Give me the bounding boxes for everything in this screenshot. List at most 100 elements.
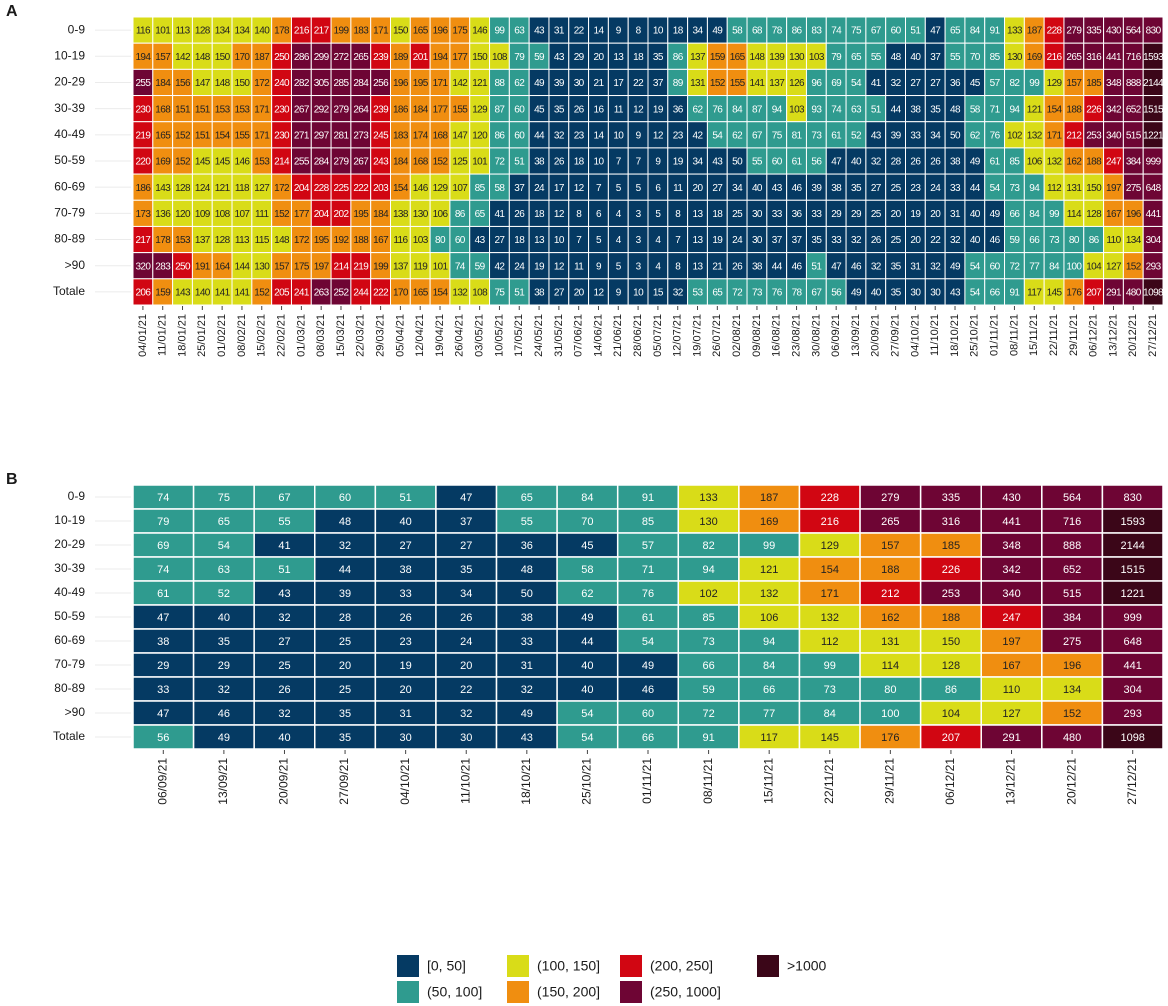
cell-label: 91 — [642, 492, 654, 504]
x-tick-label: 15/02/21 — [256, 314, 268, 357]
cell-label: 86 — [455, 209, 466, 220]
cell-label: 60 — [891, 26, 902, 37]
y-tick-label: >90 — [65, 705, 86, 719]
cell-label: 66 — [1009, 209, 1020, 220]
heat-cell — [374, 724, 437, 750]
cell-label: 134 — [234, 26, 250, 37]
cell-label: 23 — [574, 130, 585, 141]
x-tick-label: 17/05/21 — [513, 314, 525, 357]
cell-label: 10 — [554, 235, 565, 246]
cell-label: 217 — [314, 26, 330, 37]
cell-label: 46 — [792, 261, 803, 272]
cell-label: 27 — [494, 235, 505, 246]
cell-label: 27 — [871, 183, 882, 194]
cell-label: 30 — [752, 235, 763, 246]
cell-label: 101 — [472, 157, 488, 168]
cell-label: 34 — [732, 183, 743, 194]
cell-label: 19 — [400, 660, 412, 672]
cell-label: 102 — [1007, 130, 1023, 141]
heat-cell — [859, 532, 922, 558]
cell-label: 8 — [675, 209, 681, 220]
cell-label: 140 — [254, 26, 270, 37]
cell-label: 120 — [472, 130, 488, 141]
cell-label: 25 — [871, 209, 882, 220]
cell-label: 515 — [1063, 588, 1081, 600]
cell-label: 52 — [851, 130, 862, 141]
cell-label: 18 — [514, 235, 525, 246]
cell-label: 106 — [433, 209, 449, 220]
x-tick-label: 29/11/21 — [883, 758, 897, 804]
cell-label: 121 — [1027, 104, 1043, 115]
cell-label: 217 — [135, 235, 151, 246]
cell-label: 999 — [1146, 157, 1162, 168]
cell-label: 19 — [910, 209, 921, 220]
cell-label: 8 — [636, 26, 642, 37]
cell-label: 121 — [215, 183, 231, 194]
cell-label: 2144 — [1143, 78, 1164, 89]
heat-cell — [980, 484, 1043, 510]
cell-label: 38 — [950, 157, 961, 168]
cell-label: 35 — [554, 104, 565, 115]
heat-cell — [980, 700, 1043, 726]
cell-label: 282 — [294, 78, 310, 89]
heat-cell — [253, 604, 316, 630]
cell-label: 157 — [1066, 78, 1082, 89]
cell-label: 6 — [596, 209, 602, 220]
cell-label: 130 — [413, 209, 429, 220]
y-tick-label: 30-39 — [54, 561, 85, 575]
cell-label: 49 — [851, 288, 862, 299]
cell-label: 320 — [135, 261, 151, 272]
cell-label: 430 — [1002, 492, 1020, 504]
cell-label: 171 — [254, 104, 270, 115]
heat-cell — [738, 724, 801, 750]
cell-label: 716 — [1126, 52, 1142, 63]
cell-label: 33 — [521, 636, 533, 648]
cell-label: 197 — [314, 261, 330, 272]
cell-label: 75 — [218, 492, 230, 504]
cell-label: 58 — [970, 104, 981, 115]
panel-label: A — [6, 3, 18, 20]
heat-cell — [1142, 278, 1164, 306]
x-tick-label: 04/10/21 — [909, 314, 921, 357]
cell-label: 42 — [693, 130, 704, 141]
y-tick-label: 20-29 — [54, 75, 85, 89]
cell-label: 173 — [135, 209, 151, 220]
cell-label: 108 — [472, 288, 488, 299]
cell-label: 24 — [514, 261, 525, 272]
cell-label: 652 — [1063, 564, 1081, 576]
heat-cell — [314, 676, 377, 702]
cell-label: 80 — [435, 235, 446, 246]
cell-label: 18 — [673, 26, 684, 37]
cell-label: 37 — [772, 235, 783, 246]
legend-label: (150, 200] — [537, 984, 600, 1000]
cell-label: 441 — [1002, 516, 1020, 528]
cell-label: 168 — [433, 130, 449, 141]
heat-cell — [556, 556, 619, 582]
cell-label: 93 — [811, 104, 822, 115]
cell-label: 192 — [334, 235, 350, 246]
cell-label: 137 — [195, 235, 211, 246]
cell-label: 131 — [1066, 183, 1082, 194]
cell-label: 167 — [373, 235, 389, 246]
cell-label: 18 — [633, 52, 644, 63]
cell-label: 26 — [554, 157, 565, 168]
x-tick-label: 22/11/21 — [1048, 314, 1060, 356]
cell-label: 55 — [950, 52, 961, 63]
cell-label: 226 — [1086, 104, 1102, 115]
cell-label: 63 — [514, 26, 525, 37]
cell-label: 84 — [581, 492, 593, 504]
heat-cell — [132, 652, 195, 678]
cell-label: 56 — [811, 157, 822, 168]
cell-label: 283 — [155, 261, 171, 272]
cell-label: 186 — [393, 104, 409, 115]
cell-label: 32 — [851, 235, 862, 246]
cell-label: 12 — [554, 261, 565, 272]
cell-label: 265 — [353, 52, 369, 63]
cell-label: 151 — [195, 104, 211, 115]
cell-label: 128 — [1086, 209, 1102, 220]
cell-label: 275 — [1126, 183, 1142, 194]
cell-label: 61 — [831, 130, 842, 141]
cell-label: 59 — [475, 261, 486, 272]
cell-label: 27 — [910, 78, 921, 89]
cell-label: 134 — [215, 26, 231, 37]
